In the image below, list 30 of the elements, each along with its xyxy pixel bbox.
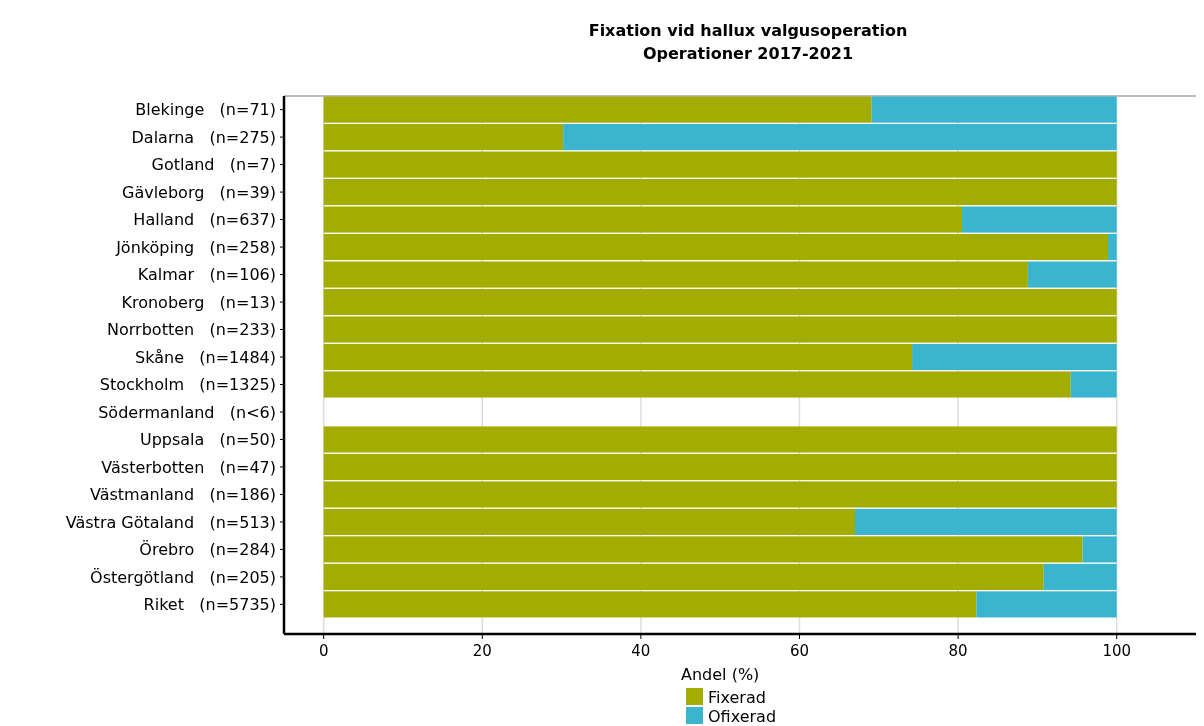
y-tick-label: Västmanland (n=186) [89, 485, 276, 505]
x-tick-label: 40 [631, 642, 651, 660]
y-tick-label: Dalarna (n=275) [131, 127, 276, 147]
y-tick-label: Östergötland (n=205) [90, 567, 276, 587]
chart-subtitle: Operationer 2017-2021 [642, 44, 854, 63]
x-tick-label: 60 [789, 642, 810, 660]
y-tick-label: Örebro (n=284) [139, 540, 276, 560]
y-tick-label: Gävleborg (n=39) [121, 182, 276, 202]
chart-title: Fixation vid hallux valgusoperation [588, 21, 908, 40]
y-tick-label: Kalmar (n=106) [137, 265, 276, 285]
x-tick-label: 20 [472, 642, 492, 660]
y-tick-label: Västra Götaland (n=513) [65, 512, 276, 532]
y-tick-label: Riket (n=5735) [143, 594, 276, 614]
y-tick-label: Skåne (n=1484) [135, 347, 276, 367]
y-tick-label: Blekinge (n=71) [135, 100, 276, 120]
legend-label: Fixerad [708, 687, 766, 707]
y-tick-label: Kronoberg (n=13) [121, 292, 276, 312]
legend-label: Ofixerad [708, 706, 777, 726]
x-axis-title: Andel (%) [681, 665, 760, 684]
y-tick-label: Halland (n=637) [133, 210, 276, 230]
y-tick-label: Norrbotten (n=233) [107, 320, 276, 340]
y-tick-label: Västerbotten (n=47) [101, 457, 276, 477]
x-tick-label: 80 [948, 642, 968, 660]
y-tick-label: Södermanland (n<6) [98, 402, 276, 422]
y-tick-label: Uppsala (n=50) [139, 430, 276, 450]
y-tick-label: Jönköping (n=258) [115, 237, 276, 257]
x-tick-label: 100 [1102, 642, 1132, 660]
y-tick-label: Stockholm (n=1325) [99, 375, 276, 395]
y-tick-label: Gotland (n=7) [151, 155, 276, 175]
x-tick-label: 0 [318, 642, 329, 660]
